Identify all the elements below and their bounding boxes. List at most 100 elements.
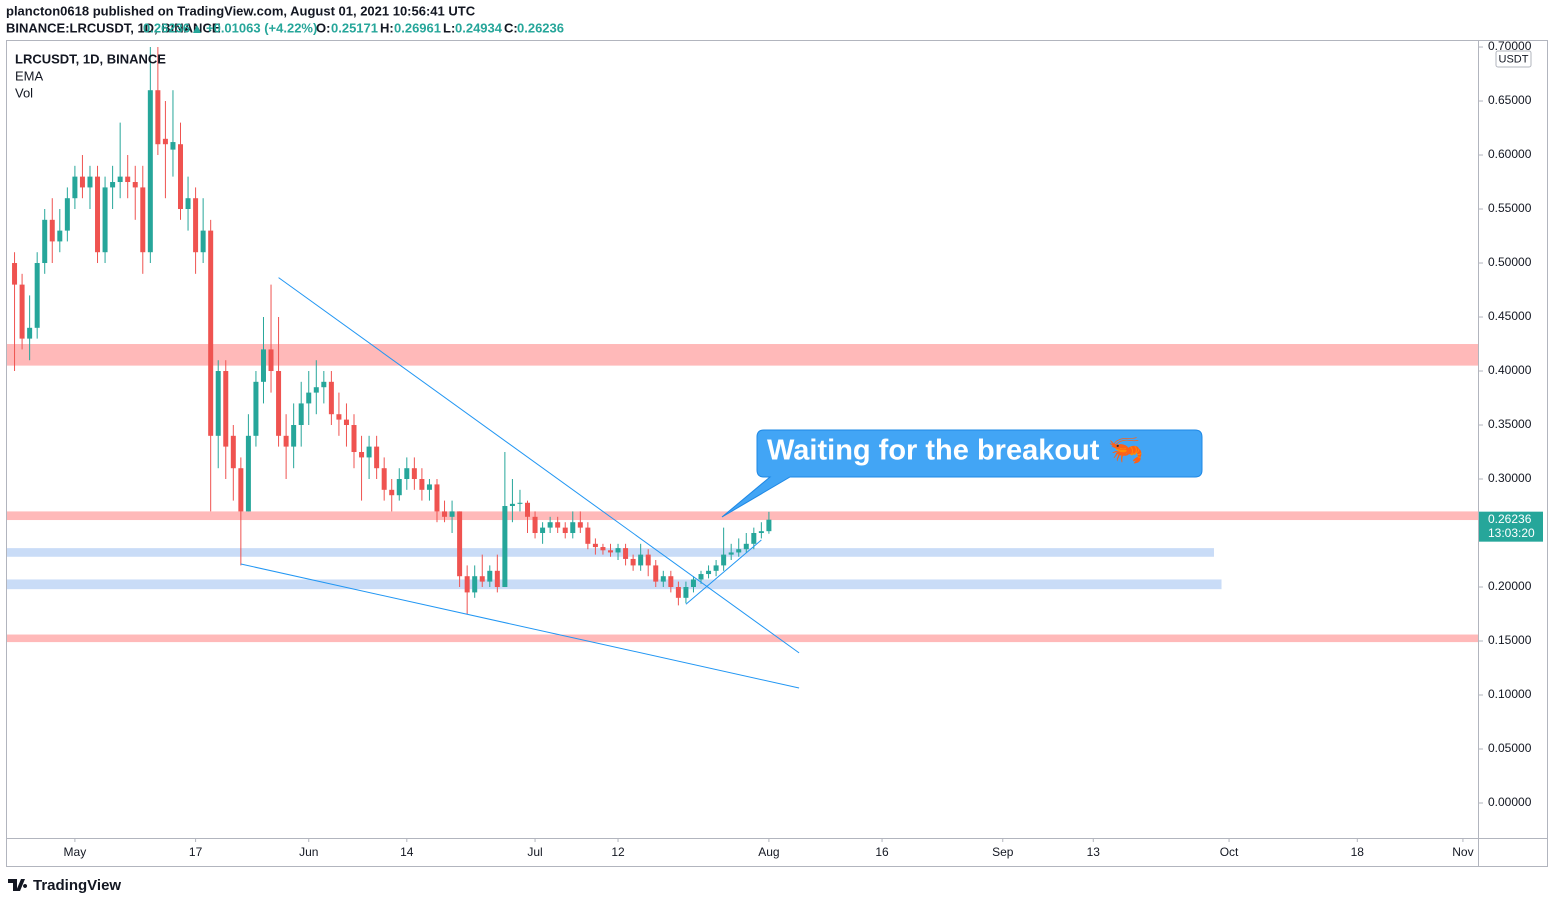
- candle-body: [517, 502, 523, 504]
- currency: USDT: [1499, 53, 1529, 65]
- y-tick-label: 0.60000: [1488, 147, 1532, 161]
- candle-body: [494, 570, 500, 588]
- candle-body: [132, 182, 138, 188]
- candle-body: [49, 219, 55, 242]
- candle-body: [660, 576, 666, 582]
- price-tag: [1479, 511, 1543, 542]
- candle-body: [162, 138, 168, 145]
- y-tick-label: 0.65000: [1488, 93, 1532, 107]
- zone: [7, 511, 1478, 521]
- h-label: H:: [380, 20, 394, 35]
- candle-body: [479, 576, 485, 582]
- x-tick-label: May: [64, 845, 87, 859]
- candle-body: [668, 576, 674, 588]
- trend-line: [685, 539, 762, 605]
- trend-line: [240, 563, 800, 689]
- y-tick-label: 0.30000: [1488, 471, 1532, 485]
- candle-body: [117, 176, 123, 183]
- candle-body: [600, 547, 606, 551]
- candle-body: [185, 198, 191, 210]
- logo: [8, 879, 28, 891]
- x-tick-label: 14: [400, 845, 414, 859]
- candle-body: [645, 554, 651, 566]
- candle-body: [396, 479, 402, 496]
- candle-body: [245, 435, 251, 512]
- candle-body: [19, 284, 25, 339]
- y-tick-label: 0.40000: [1488, 363, 1532, 377]
- candle-body: [502, 506, 508, 588]
- frame: [6, 40, 1548, 867]
- candle-body: [457, 511, 463, 577]
- x-tick-label: 18: [1351, 845, 1365, 859]
- candle-body: [442, 511, 448, 517]
- candle-body: [698, 574, 704, 580]
- price-tag-value: 0.26236: [1488, 512, 1532, 526]
- x-tick-label: 17: [189, 845, 203, 859]
- publish-info: plancton0618 published on TradingView.co…: [6, 3, 476, 18]
- candle-body: [298, 403, 304, 426]
- candle-body: [389, 489, 395, 496]
- y-tick-label: 0.10000: [1488, 687, 1532, 701]
- callout-text: Waiting for the breakout 🦐: [767, 435, 1144, 467]
- candle-body: [359, 452, 365, 458]
- o-label: O:: [316, 20, 330, 35]
- candle-body: [374, 446, 380, 469]
- candle-body: [95, 176, 101, 253]
- candle-body: [532, 516, 538, 534]
- candle-body: [547, 522, 553, 528]
- candle-body: [223, 371, 229, 447]
- candle-body: [351, 425, 357, 453]
- candle-body: [736, 549, 742, 553]
- c-value: 0.26236: [517, 20, 564, 35]
- price-tag-countdown: 13:03:20: [1488, 526, 1535, 540]
- candle-body: [230, 435, 236, 469]
- zone: [7, 344, 1478, 366]
- candle-body: [328, 381, 334, 415]
- y-tick-label: 0.70000: [1488, 39, 1532, 53]
- symbol: BINANCE:LRCUSDT, 1D, BINANCE: [6, 20, 221, 35]
- candle-body: [42, 219, 48, 264]
- candle-body: [728, 552, 734, 555]
- candle-body: [12, 263, 18, 285]
- candle-body: [653, 565, 659, 582]
- up-arrow: [193, 25, 201, 33]
- candle-body: [193, 198, 199, 253]
- candle-body: [743, 543, 749, 550]
- x-tick-label: 16: [875, 845, 889, 859]
- y-tick-label: 0.05000: [1488, 741, 1532, 755]
- candle-body: [577, 522, 583, 528]
- currency-box: [1495, 50, 1532, 68]
- h-value: 0.26961: [394, 20, 441, 35]
- candle-body: [525, 502, 531, 517]
- y-tick-label: 0.00000: [1488, 795, 1532, 809]
- candle-body: [238, 468, 244, 512]
- candle-body: [140, 187, 146, 253]
- candle-body: [721, 554, 727, 566]
- candle-body: [751, 533, 757, 544]
- candle-body: [64, 198, 70, 231]
- candle-body: [585, 527, 591, 544]
- legend-symbol: LRCUSDT, 1D, BINANCE: [15, 51, 166, 66]
- callout: [721, 429, 1203, 518]
- candle-body: [630, 558, 636, 566]
- x-tick-label: Jul: [527, 845, 542, 859]
- candle-body: [675, 587, 681, 598]
- o-value: 0.25171: [331, 20, 378, 35]
- l-value: 0.24934: [455, 20, 503, 35]
- candle-body: [276, 371, 282, 436]
- candle-body: [404, 468, 410, 480]
- y-tick-label: 0.55000: [1488, 201, 1532, 215]
- zone: [7, 634, 1478, 643]
- candle-body: [200, 230, 206, 253]
- candle-body: [555, 522, 561, 528]
- candle-body: [27, 327, 33, 339]
- candle-body: [758, 531, 764, 534]
- candle-body: [713, 565, 719, 571]
- candle-body: [706, 570, 712, 575]
- candle-body: [570, 522, 576, 534]
- candle-body: [260, 349, 266, 382]
- last-price: 0.26236: [143, 20, 190, 35]
- brand-name: TradingView: [33, 877, 121, 894]
- candle-body: [170, 142, 176, 150]
- candle-body: [690, 579, 696, 588]
